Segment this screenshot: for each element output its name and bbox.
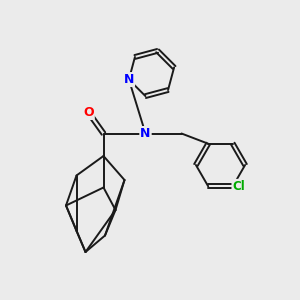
Text: Cl: Cl	[232, 180, 245, 193]
Text: N: N	[140, 127, 151, 140]
Text: O: O	[83, 106, 94, 119]
Text: N: N	[124, 73, 134, 86]
